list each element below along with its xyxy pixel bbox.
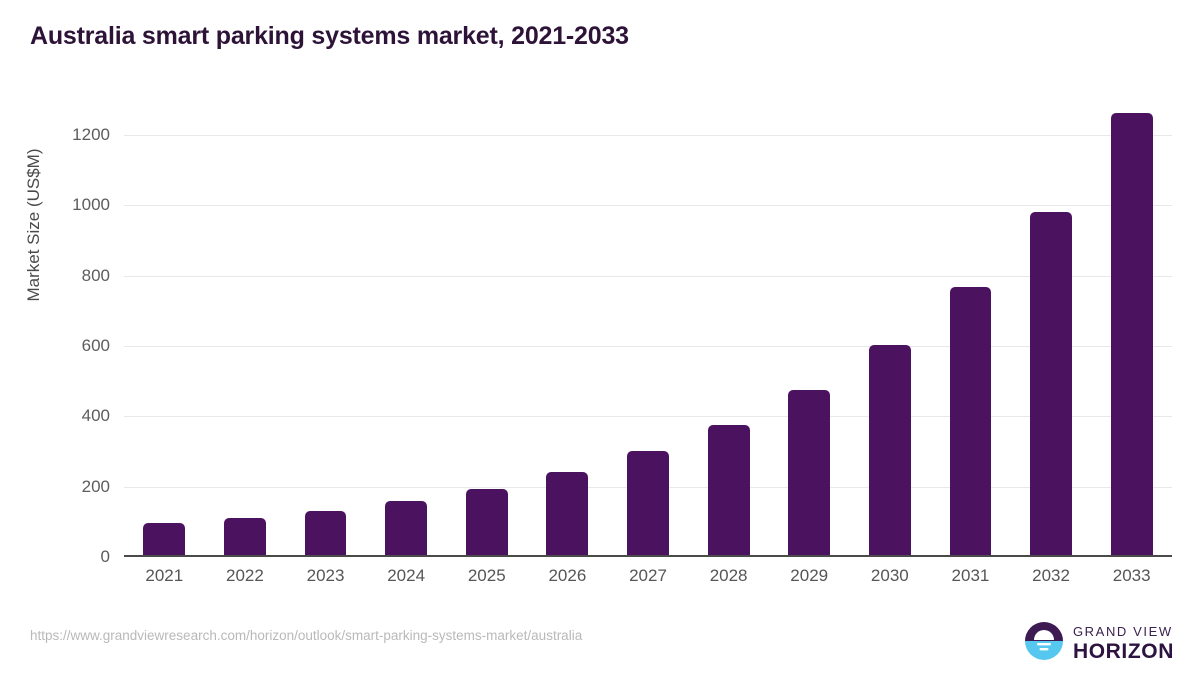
plot-area — [124, 100, 1172, 557]
bar-2024[interactable] — [385, 501, 428, 557]
logo-line-grand-view: GRAND VIEW — [1072, 623, 1173, 639]
bar-2028[interactable] — [707, 425, 750, 557]
x-tick-label: 2031 — [951, 566, 990, 585]
bar-2030[interactable] — [868, 344, 911, 557]
bar-2033[interactable] — [1110, 113, 1153, 557]
x-axis-ticks: 2021 2022 2023 2024 2025 2026 2027 2028 2029 2030… — [124, 566, 1172, 596]
y-tick-label: 1000 — [72, 195, 110, 215]
x-tick-label: 2021 — [145, 566, 184, 585]
bar-2025[interactable] — [465, 489, 508, 557]
y-axis-title: Market Size (US$M) — [24, 148, 43, 302]
x-tick-label: 2030 — [870, 566, 909, 585]
bar-2026[interactable] — [546, 472, 589, 557]
y-tick-label: 0 — [100, 547, 110, 566]
x-tick-label: 2033 — [1112, 566, 1151, 585]
x-axis-baseline — [124, 555, 1172, 557]
x-tick-label: 2022 — [226, 566, 264, 585]
y-tick-label: 600 — [81, 336, 110, 356]
bar-2021[interactable] — [143, 522, 186, 557]
grand-view-horizon-logo[interactable]: GRAND VIEW HORIZON — [1024, 620, 1174, 666]
y-tick-label: 800 — [81, 265, 110, 285]
x-tick-label: 2027 — [629, 566, 667, 585]
bar-2027[interactable] — [627, 451, 669, 557]
y-tick-label: 200 — [81, 476, 110, 496]
logo-text: GRAND VIEW HORIZON — [1073, 625, 1174, 662]
logo-line-horizon: HORIZON — [1072, 639, 1174, 663]
gridline — [124, 416, 1172, 418]
x-tick-label: 2028 — [709, 566, 748, 585]
bar-2029[interactable] — [788, 389, 831, 557]
x-tick-label: 2023 — [306, 566, 345, 585]
y-axis-ticks: 0 200 400 600 800 1000 1200 — [0, 100, 110, 566]
gridline — [124, 205, 1172, 207]
bar-2032[interactable] — [1030, 212, 1073, 557]
bar-2031[interactable] — [949, 287, 992, 557]
source-url[interactable]: https://www.grandviewresearch.com/horizo… — [30, 628, 583, 643]
y-tick-label: 1200 — [72, 125, 110, 145]
horizon-logo-icon — [1024, 621, 1064, 666]
x-tick-label: 2025 — [467, 566, 506, 585]
x-tick-label: 2032 — [1032, 566, 1070, 585]
bar-2023[interactable] — [304, 510, 347, 557]
gridline — [124, 135, 1172, 137]
x-tick-label: 2024 — [387, 566, 426, 585]
y-tick-label: 400 — [81, 406, 110, 426]
page-title: Australia smart parking systems market, … — [30, 22, 629, 50]
x-tick-label: 2026 — [548, 566, 587, 585]
bar-2022[interactable] — [223, 517, 266, 557]
gridline — [124, 346, 1172, 348]
x-tick-label: 2029 — [790, 566, 829, 585]
gridline — [124, 275, 1172, 277]
